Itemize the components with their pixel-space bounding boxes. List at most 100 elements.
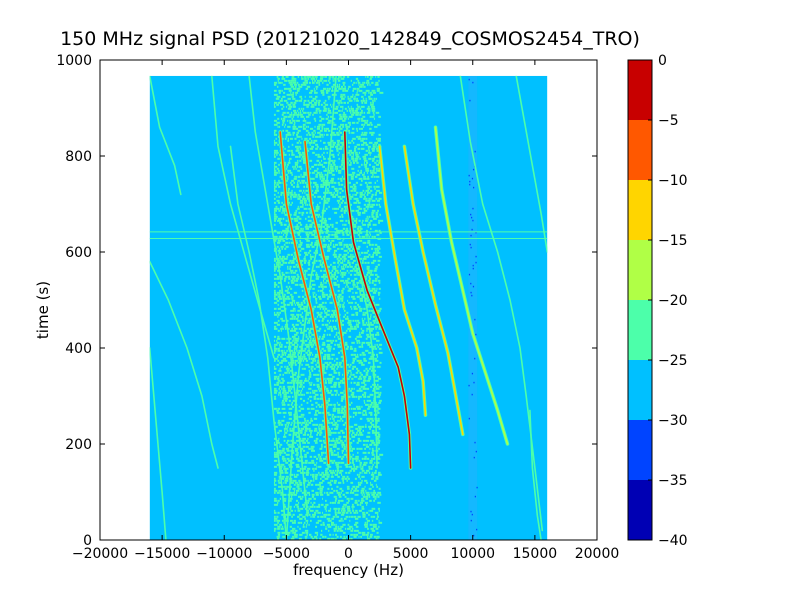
noise-cell xyxy=(291,151,294,154)
noise-cell xyxy=(353,533,356,536)
noise-cell xyxy=(314,355,318,358)
noise-cell xyxy=(378,327,382,330)
noise-cell xyxy=(294,509,296,512)
noise-cell xyxy=(342,83,345,86)
noise-cell xyxy=(349,269,354,272)
noise-cell xyxy=(309,433,312,436)
noise-cell xyxy=(375,477,379,480)
noise-cell xyxy=(347,251,349,254)
noise-cell xyxy=(359,227,363,230)
noise-cell xyxy=(330,451,334,454)
noise-cell xyxy=(375,75,377,78)
noise-cell xyxy=(297,495,302,498)
noise-cell xyxy=(329,339,332,342)
noise-cell xyxy=(316,315,319,318)
noise-cell xyxy=(362,91,367,94)
noise-cell xyxy=(273,101,278,104)
noise-cell xyxy=(288,511,291,514)
noise-cell xyxy=(282,111,286,114)
noise-cell xyxy=(331,275,335,278)
signal-trace xyxy=(344,131,412,469)
noise-cell xyxy=(295,77,297,80)
noise-cell xyxy=(356,389,360,392)
noise-cell xyxy=(379,391,382,394)
noise-cell xyxy=(320,503,324,506)
noise-cell xyxy=(323,101,326,104)
noise-cell xyxy=(340,101,343,104)
noise-cell xyxy=(330,115,333,118)
noise-cell xyxy=(364,123,366,126)
noise-cell xyxy=(332,339,335,342)
noise-cell xyxy=(333,233,337,236)
noise-cell xyxy=(284,359,288,362)
noise-cell xyxy=(286,457,290,460)
noise-cell xyxy=(292,307,296,310)
noise-cell xyxy=(326,83,329,86)
noise-cell xyxy=(313,389,318,392)
noise-cell xyxy=(289,113,293,116)
noise-cell xyxy=(288,459,292,462)
noise-cell xyxy=(276,167,279,170)
noise-cell xyxy=(339,303,342,306)
noise-cell xyxy=(339,99,341,102)
noise-cell xyxy=(290,287,293,290)
noise-cell xyxy=(368,467,371,470)
noise-cell xyxy=(296,389,300,392)
noise-cell xyxy=(347,117,349,120)
noise-cell xyxy=(280,263,284,266)
colorbar-segment xyxy=(628,300,652,360)
noise-cell xyxy=(301,341,305,344)
noise-cell xyxy=(295,463,300,466)
noise-cell xyxy=(333,121,335,124)
noise-cell xyxy=(358,425,362,428)
noise-cell xyxy=(334,143,336,146)
noise-cell xyxy=(379,219,384,222)
noise-cell xyxy=(304,271,307,274)
noise-cell xyxy=(319,77,324,80)
noise-cell xyxy=(361,343,363,346)
noise-cell xyxy=(340,349,342,352)
noise-cell xyxy=(300,227,303,230)
noise-cell xyxy=(283,99,288,102)
noise-cell xyxy=(355,153,359,156)
noise-cell xyxy=(317,365,321,368)
noise-cell xyxy=(317,329,321,332)
noise-cell xyxy=(346,501,349,504)
noise-cell xyxy=(273,183,276,186)
noise-cell xyxy=(287,267,289,270)
noise-cell xyxy=(362,311,364,314)
noise-cell xyxy=(334,499,337,502)
noise-cell xyxy=(307,441,310,444)
noise-cell xyxy=(363,171,365,174)
noise-cell xyxy=(327,189,330,192)
noise-cell xyxy=(300,315,304,318)
noise-cell xyxy=(360,147,365,150)
noise-cell xyxy=(328,459,333,462)
noise-cell xyxy=(306,533,308,536)
noise-cell xyxy=(286,111,290,114)
noise-cell xyxy=(353,307,358,310)
noise-cell xyxy=(371,81,374,84)
noise-cell xyxy=(327,487,330,490)
noise-cell xyxy=(304,277,308,280)
noise-cell xyxy=(287,225,290,228)
noise-cell xyxy=(295,453,299,456)
noise-cell xyxy=(375,379,379,382)
noise-cell xyxy=(273,235,278,238)
noise-cell xyxy=(285,245,289,248)
noise-cell xyxy=(352,507,354,510)
noise-cell xyxy=(359,183,363,186)
noise-cell xyxy=(355,217,358,220)
noise-cell xyxy=(346,265,349,268)
noise-cell xyxy=(312,189,314,192)
noise-cell xyxy=(378,247,381,250)
noise-cell xyxy=(280,193,283,196)
noise-cell xyxy=(278,477,280,480)
noise-cell xyxy=(282,105,285,108)
noise-cell xyxy=(378,79,380,82)
noise-cell xyxy=(349,469,352,472)
noise-cell xyxy=(332,437,334,440)
noise-cell xyxy=(344,527,347,530)
noise-cell xyxy=(286,349,288,352)
noise-cell xyxy=(353,523,357,526)
